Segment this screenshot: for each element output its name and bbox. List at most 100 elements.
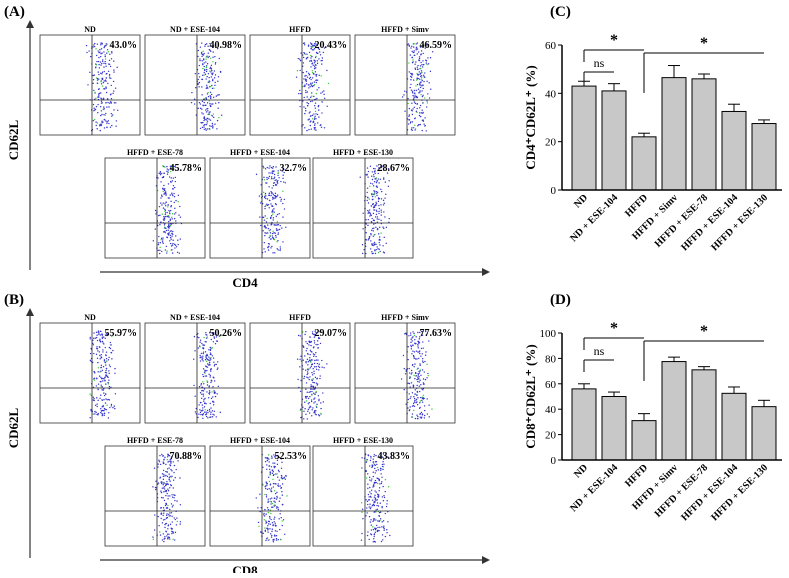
event-dot [100,357,103,359]
event-dot [169,219,172,222]
event-dot [95,48,97,50]
event-dot [314,386,316,388]
event-dot [210,368,212,371]
event-dot [264,508,266,511]
event-dot [371,251,373,253]
event-dot [172,194,174,197]
event-dot [367,209,369,212]
event-dot [311,371,313,374]
event-dot [378,166,380,169]
event-dot [166,168,168,170]
event-dot [411,110,413,112]
event-dot [159,454,161,457]
event-dot [270,512,272,515]
event-dot [279,248,282,250]
event-dot [419,84,422,86]
event-dot [167,171,169,174]
event-dot [419,336,421,338]
event-dot [412,94,414,97]
event-dot [418,372,421,374]
event-dot [109,406,111,409]
event-dot [176,520,179,523]
event-dot [381,456,384,458]
event-dot [268,186,270,188]
event-dot [428,340,430,342]
event-dot [313,117,316,119]
event-dot [411,113,414,116]
event-dot [168,232,170,234]
event-dot [179,216,182,218]
event-dot [411,45,413,48]
event-dot [205,119,208,121]
event-dot [314,127,317,129]
event-dot [311,100,313,102]
event-dot [417,77,419,80]
event-dot [413,46,415,48]
event-dot [104,54,106,56]
event-dot [114,407,116,410]
event-dot [309,405,311,408]
event-dot [376,192,378,195]
event-dot [305,369,307,371]
event-dot [316,97,318,100]
event-dot [268,458,270,460]
event-dot [198,86,200,88]
event-dot [373,533,376,535]
event-dot [159,476,162,479]
event-dot [431,408,433,410]
event-dot [165,470,167,473]
event-dot [415,95,418,98]
event-dot [87,84,89,86]
event-dot [305,362,307,364]
event-dot [413,334,416,337]
event-dot [112,406,114,409]
event-dot [200,51,203,54]
event-dot [381,526,383,528]
event-dot [162,188,164,190]
event-dot [374,494,376,497]
event-dot [105,364,107,366]
event-dot [219,71,222,73]
event-dot [407,123,410,125]
event-dot [371,178,374,181]
event-dot [157,482,160,484]
event-dot [171,165,173,167]
event-dot [206,384,209,386]
event-dot [164,166,166,168]
event-dot [278,456,281,459]
event-dot [278,177,280,179]
event-dot [267,249,270,251]
event-dot [110,101,112,103]
event-dot [376,228,379,231]
event-dot [374,216,377,218]
event-dot [375,209,377,211]
event-dot [310,47,313,49]
event-dot [209,70,211,72]
event-dot [213,333,215,335]
event-dot [266,224,269,226]
event-dot [99,371,101,373]
event-dot [157,177,159,179]
event-dot [366,199,368,202]
event-dot [162,469,165,472]
event-dot [372,486,374,488]
event-dot [379,526,381,529]
event-dot [375,201,377,204]
event-dot [164,518,166,521]
event-dot [305,58,308,60]
event-dot [423,383,425,385]
event-dot [315,92,318,95]
event-dot [178,214,180,216]
event-dot [263,514,265,516]
event-dot [273,208,275,210]
event-dot [209,57,212,59]
event-dot [104,88,106,90]
event-dot [202,357,204,359]
event-dot [168,225,170,227]
event-dot [309,60,311,62]
event-dot [279,528,281,531]
event-dot [159,171,162,173]
event-dot [303,44,306,46]
event-dot [279,246,282,248]
x-tick-label: ND [572,462,590,480]
